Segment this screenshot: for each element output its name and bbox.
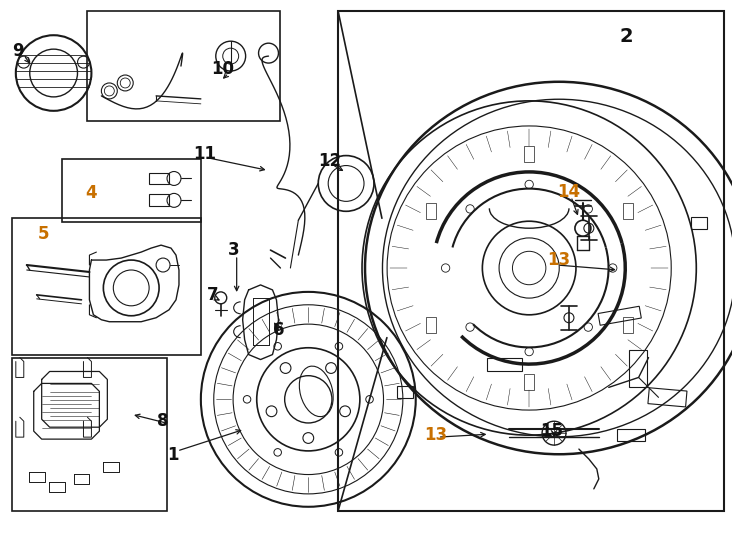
Text: 2: 2 [619,26,633,46]
Bar [617,429,644,441]
Bar [598,306,642,325]
Text: 6: 6 [273,321,284,339]
Bar [622,317,633,333]
Text: 10: 10 [211,60,234,78]
Bar [622,203,633,219]
Text: 4: 4 [86,184,97,202]
Bar [628,349,647,387]
Bar [397,386,413,398]
Text: 5: 5 [38,225,49,243]
Text: 13: 13 [424,426,447,444]
Bar [524,374,534,390]
Text: 8: 8 [157,412,169,430]
Text: 15: 15 [540,422,564,440]
Bar [487,357,522,372]
Bar [149,172,169,185]
Bar [87,11,280,121]
Bar [691,217,707,228]
Text: 14: 14 [557,184,581,201]
Bar [149,194,169,206]
Bar [426,203,436,219]
Bar [524,146,534,163]
Bar [338,11,724,511]
Text: 3: 3 [228,241,239,259]
Bar [12,357,167,511]
Bar [12,218,201,355]
Text: 1: 1 [167,446,179,464]
Bar [62,159,201,222]
Text: 13: 13 [548,251,570,269]
Bar [648,388,687,407]
Text: 12: 12 [319,152,342,170]
Text: 11: 11 [193,145,217,163]
Text: 7: 7 [207,286,219,304]
Text: 9: 9 [12,42,23,60]
Bar [426,317,436,333]
